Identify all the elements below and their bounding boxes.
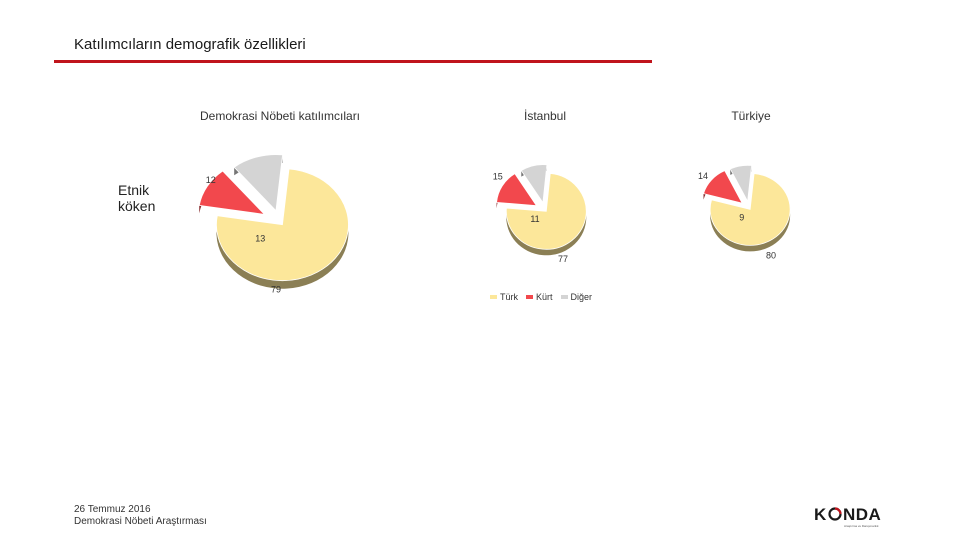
pie-chart-2: 80 14 9 [698, 164, 791, 260]
legend-item-turk: Türk [490, 292, 518, 302]
pie-slice-0-diğer [233, 154, 283, 212]
row-label-line2: köken [118, 198, 156, 214]
logo-text-right: NDA [843, 505, 882, 524]
legend-swatch-kurt [526, 295, 533, 299]
pie-slice-2-kürt [703, 170, 743, 204]
legend-label-kurt: Kürt [536, 292, 553, 302]
chart-title-istanbul: İstanbul [523, 109, 567, 123]
pie-slice-1-türk [505, 173, 587, 250]
pie-chart-1: 77 15 11 [493, 164, 587, 264]
pie-slice-2-diğer [729, 164, 753, 203]
data-label-0-0: 79 [271, 284, 281, 294]
data-label-0-1: 12 [206, 175, 216, 185]
pie-slice-1-diğer [520, 164, 548, 204]
chart-title-participants: Demokrasi Nöbeti katılımcıları [199, 109, 361, 123]
legend-swatch-turk [490, 295, 497, 299]
data-label-1-1: 15 [493, 172, 503, 182]
data-label-0-2: 13 [255, 234, 265, 244]
chart-title-turkiye: Türkiye [731, 109, 771, 123]
data-label-2-2: 9 [739, 213, 744, 223]
data-label-2-1: 14 [698, 171, 708, 181]
logo-text-left: K [814, 505, 827, 524]
pie-slice-0-türk [216, 168, 349, 282]
page-title: Katılımcıların demografik özellikleri [74, 36, 306, 53]
legend-swatch-diger [560, 295, 568, 299]
row-label-ethnicity: Etnik köken [118, 182, 155, 214]
pie-slice-2-türk [709, 173, 791, 246]
footer-date: 26 Temmuz 2016 [74, 504, 151, 515]
title-rule [54, 60, 652, 63]
footer: 26 Temmuz 2016 Demokrasi Nöbeti Araştırm… [74, 504, 207, 528]
legend-label-diger: Diğer [570, 292, 593, 302]
logo-subtitle: Araştırma ve Danışmanlık [844, 524, 879, 528]
data-label-1-2: 11 [530, 214, 539, 224]
data-label-2-0: 80 [766, 250, 776, 260]
konda-logo: K NDA Araştırma ve Danışmanlık [814, 505, 898, 529]
footer-survey: Demokrasi Nöbeti Araştırması [74, 516, 207, 527]
row-label-line1: Etnik [118, 182, 150, 198]
legend: Türk Kürt Diğer [490, 292, 592, 302]
data-label-1-0: 77 [558, 254, 568, 264]
pie-chart-0: 79 12 13 [198, 154, 349, 294]
konda-logo-o-icon [828, 507, 842, 521]
legend-label-turk: Türk [500, 292, 518, 302]
pie-slice-1-kürt [496, 173, 538, 207]
legend-item-diger: Diğer [560, 292, 593, 302]
legend-item-kurt: Kürt [526, 292, 553, 302]
pie-slice-0-kürt [198, 170, 266, 215]
